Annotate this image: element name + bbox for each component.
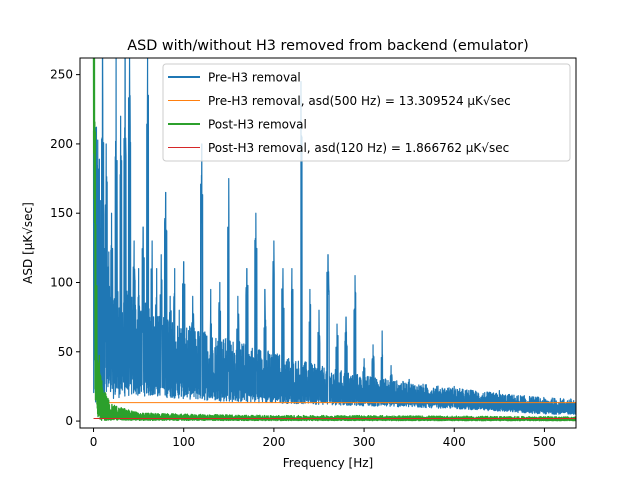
- x-tick-label: 300: [353, 435, 376, 449]
- y-tick-label: 250: [50, 68, 73, 82]
- x-tick-label: 100: [172, 435, 195, 449]
- y-tick-label: 50: [58, 345, 73, 359]
- x-tick-label: 500: [533, 435, 556, 449]
- x-tick-label: 0: [90, 435, 98, 449]
- y-axis-label: ASD [μK√sec]: [21, 202, 35, 284]
- legend-label: Pre-H3 removal: [208, 71, 301, 85]
- x-axis-label: Frequency [Hz]: [283, 456, 374, 470]
- y-axis: 0 50 100 150 200 250: [50, 68, 80, 428]
- legend-box: [162, 63, 571, 162]
- y-tick-label: 100: [50, 275, 73, 289]
- series-0-line: [92, 58, 576, 415]
- x-tick-label: 400: [443, 435, 466, 449]
- y-tick-label: 0: [65, 414, 73, 428]
- plot-frame: [79, 57, 577, 429]
- legend: Pre-H3 removal Pre-H3 removal, asd(500 Hz…: [162, 63, 571, 162]
- y-tick-label: 200: [50, 137, 73, 151]
- series-layer: [92, 58, 576, 422]
- legend-label: Post-H3 removal: [208, 118, 307, 132]
- legend-label: Post-H3 removal, asd(120 Hz) = 1.866762 …: [208, 141, 509, 155]
- x-tick-label: 200: [262, 435, 285, 449]
- x-axis: 0 100 200 300 400 500: [90, 428, 556, 449]
- y-tick-label: 150: [50, 206, 73, 220]
- legend-label: Pre-H3 removal, asd(500 Hz) = 13.309524 …: [208, 94, 511, 108]
- chart-title: ASD with/without H3 removed from backend…: [127, 38, 528, 54]
